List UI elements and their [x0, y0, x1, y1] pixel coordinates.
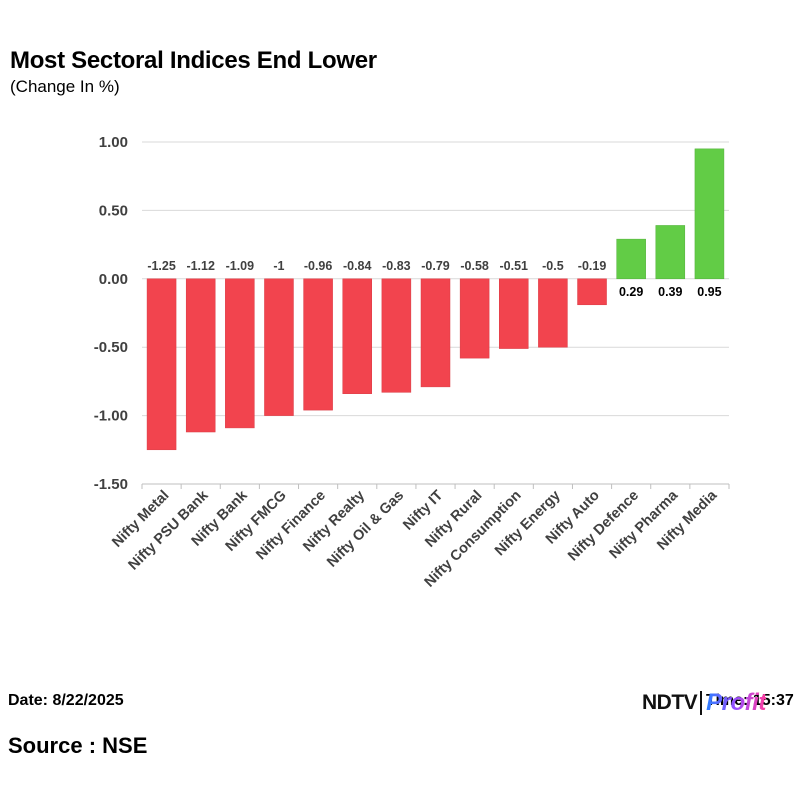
- y-tick-label: -1.50: [94, 476, 128, 493]
- bar: [459, 278, 490, 359]
- data-label: -1.25: [147, 259, 176, 273]
- data-label: -0.5: [542, 259, 564, 273]
- date-label: Date: 8/22/2025: [8, 692, 124, 709]
- data-label: -0.51: [500, 259, 529, 273]
- time-label: Time: 15:37: [706, 692, 794, 709]
- bar: [342, 278, 372, 394]
- source-label: Source : NSE: [8, 733, 148, 758]
- bar: [420, 278, 451, 388]
- chart-subtitle: (Change In %): [10, 77, 120, 96]
- bar: [264, 278, 294, 416]
- bar: [538, 278, 568, 348]
- bar: [225, 278, 255, 429]
- logo-ndtv-text: NDTV: [642, 691, 698, 714]
- bar: [303, 278, 333, 411]
- data-label: -0.79: [421, 259, 450, 273]
- y-tick-label: 0.50: [99, 202, 128, 219]
- bar: [146, 278, 177, 451]
- data-label: 0.95: [697, 285, 721, 299]
- bar: [381, 278, 412, 393]
- ndtv-profit-logo: NDTV Profit: [642, 688, 766, 718]
- y-tick-label: -1.00: [94, 408, 128, 425]
- data-label: -1: [273, 259, 284, 273]
- bar: [694, 148, 725, 280]
- y-tick-label: -0.50: [94, 339, 128, 356]
- bar: [185, 278, 216, 433]
- x-category-label: Nifty Pharma: [607, 487, 682, 562]
- data-label: -0.58: [460, 259, 489, 273]
- data-label: -0.19: [578, 259, 607, 273]
- bar: [616, 238, 646, 280]
- y-tick-label: 0.00: [99, 271, 128, 288]
- data-label: 0.39: [658, 285, 682, 299]
- data-label: -0.84: [343, 259, 372, 273]
- chart-title: Most Sectoral Indices End Lower: [10, 47, 377, 74]
- bar: [577, 278, 607, 306]
- data-label: -1.09: [226, 259, 255, 273]
- logo-profit-text: Profit: [706, 689, 766, 716]
- bar: [499, 278, 529, 349]
- bar: [655, 225, 686, 280]
- data-label: -1.12: [186, 259, 215, 273]
- logo-divider: [700, 691, 703, 715]
- data-label: 0.29: [619, 285, 643, 299]
- y-tick-label: 1.00: [99, 134, 128, 151]
- data-label: -0.83: [382, 259, 411, 273]
- data-label: -0.96: [304, 259, 333, 273]
